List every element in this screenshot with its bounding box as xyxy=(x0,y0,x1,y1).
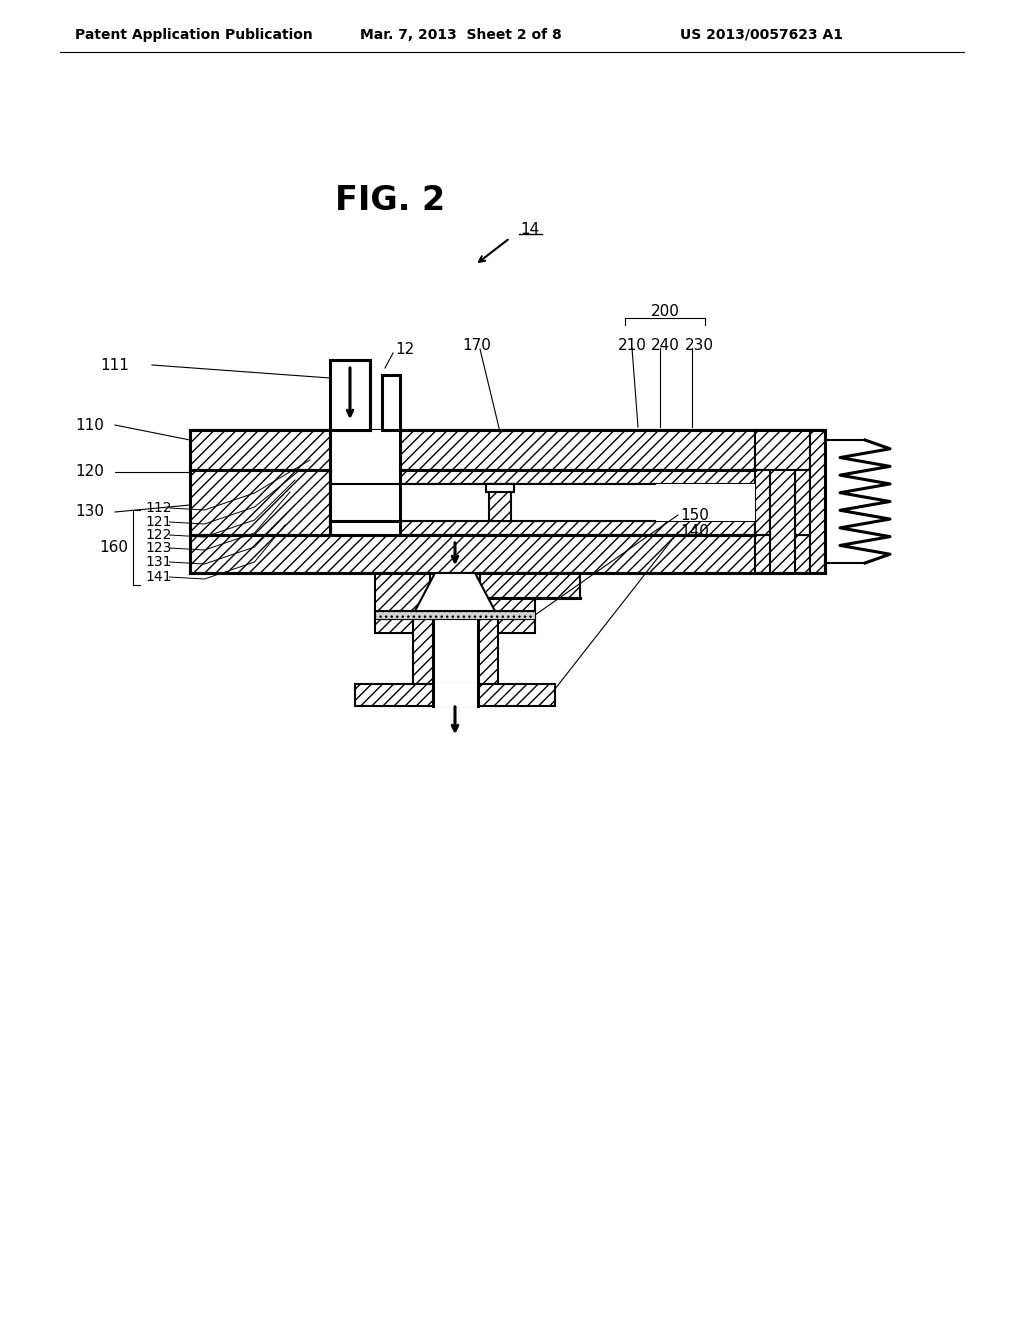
Text: 160: 160 xyxy=(99,540,128,554)
Bar xyxy=(400,470,755,484)
Bar xyxy=(355,684,555,706)
Polygon shape xyxy=(415,573,495,611)
Text: FIG. 2: FIG. 2 xyxy=(335,183,445,216)
Bar xyxy=(478,619,498,700)
Bar xyxy=(190,535,785,573)
Text: 120: 120 xyxy=(75,465,103,479)
Text: 130: 130 xyxy=(75,504,104,520)
Bar xyxy=(382,375,400,430)
Bar xyxy=(489,484,511,521)
Text: 111: 111 xyxy=(100,358,129,372)
Text: Mar. 7, 2013  Sheet 2 of 8: Mar. 7, 2013 Sheet 2 of 8 xyxy=(360,28,562,42)
Bar xyxy=(375,573,430,634)
Bar xyxy=(755,535,810,573)
Text: 121: 121 xyxy=(145,515,171,529)
Bar xyxy=(413,619,433,700)
Text: 12: 12 xyxy=(395,342,415,358)
Text: US 2013/0057623 A1: US 2013/0057623 A1 xyxy=(680,28,843,42)
Text: 210: 210 xyxy=(618,338,647,352)
Text: 131: 131 xyxy=(145,554,171,569)
Bar xyxy=(330,430,400,470)
Bar xyxy=(400,430,755,470)
Bar xyxy=(400,484,755,521)
Bar xyxy=(480,573,580,598)
Text: 140: 140 xyxy=(680,524,709,540)
Text: 230: 230 xyxy=(685,338,714,352)
Text: Patent Application Publication: Patent Application Publication xyxy=(75,28,312,42)
Bar xyxy=(433,682,478,708)
Text: 240: 240 xyxy=(651,338,680,352)
Bar xyxy=(400,521,755,535)
Bar xyxy=(755,470,770,535)
Bar xyxy=(795,470,810,535)
Bar xyxy=(755,430,810,470)
Bar xyxy=(375,611,535,619)
Bar xyxy=(433,619,478,700)
Bar xyxy=(330,470,400,535)
Bar xyxy=(190,430,330,470)
Bar xyxy=(330,360,370,430)
Bar xyxy=(486,484,514,492)
Text: 123: 123 xyxy=(145,541,171,554)
Bar xyxy=(770,470,795,573)
Text: 122: 122 xyxy=(145,528,171,543)
Bar xyxy=(810,430,825,573)
Text: 150: 150 xyxy=(680,507,709,523)
Text: 112: 112 xyxy=(145,502,171,515)
Bar xyxy=(190,470,330,535)
Text: 110: 110 xyxy=(75,417,103,433)
Text: 200: 200 xyxy=(650,305,680,319)
Text: 14: 14 xyxy=(520,223,540,238)
Text: 170: 170 xyxy=(462,338,490,352)
Bar xyxy=(480,573,535,634)
Text: 141: 141 xyxy=(145,570,171,583)
